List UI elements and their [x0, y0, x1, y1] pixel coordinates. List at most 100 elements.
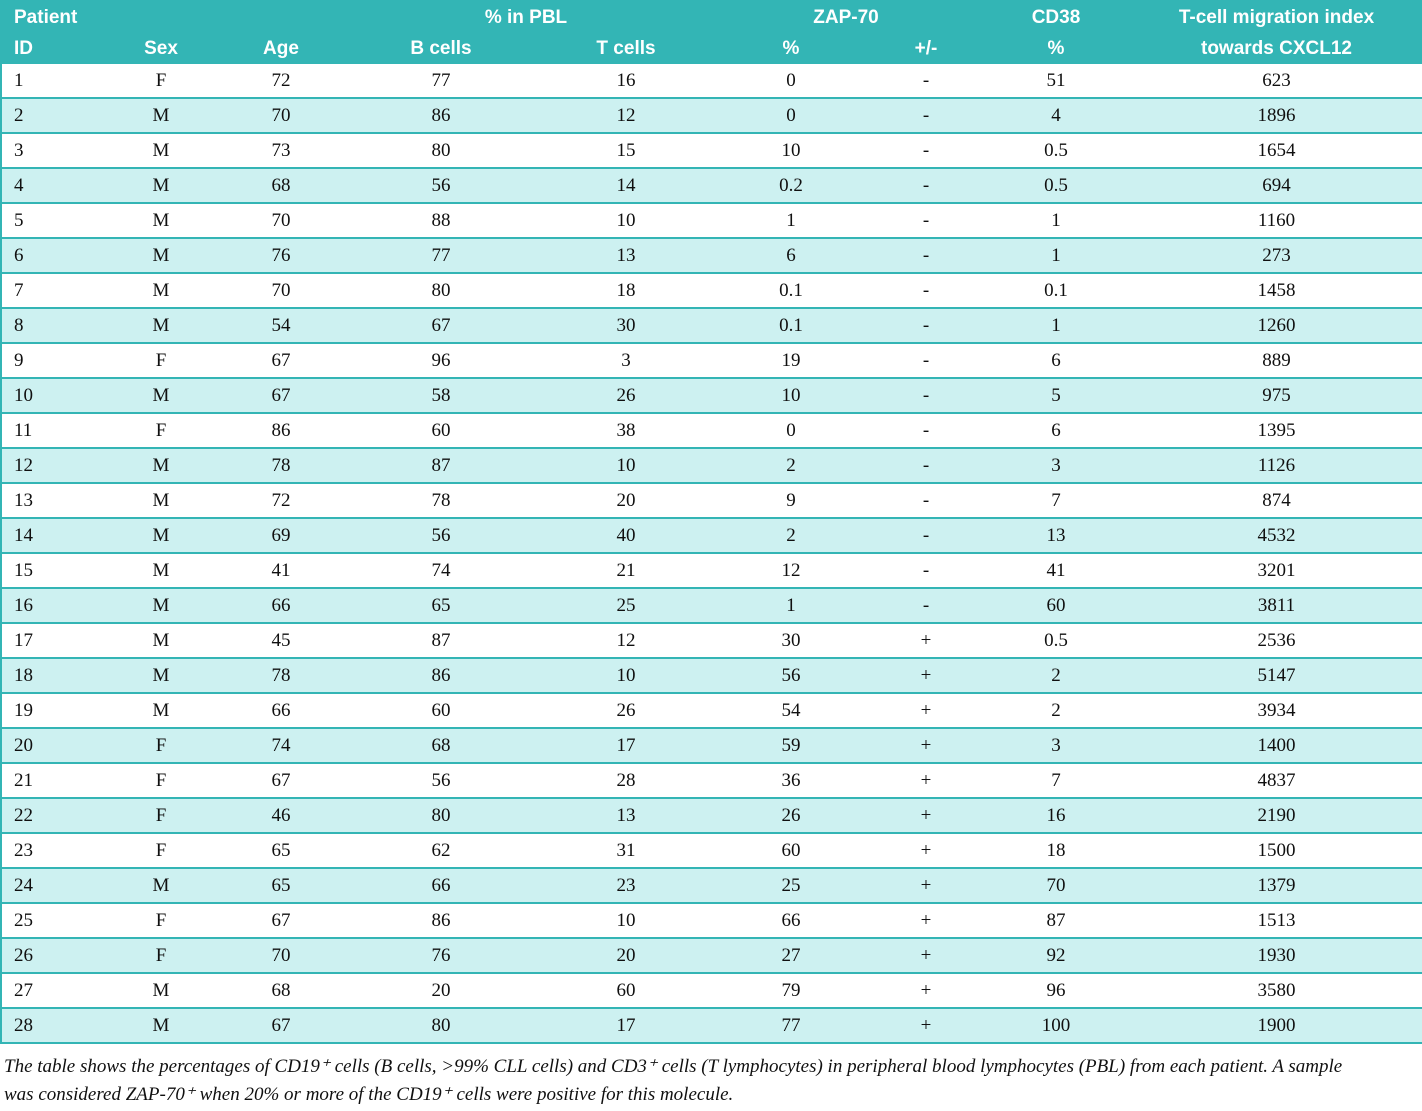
- cell-sex: M: [101, 273, 221, 309]
- cell-age: 67: [221, 378, 341, 414]
- cell-age: 76: [221, 238, 341, 274]
- header-pbl-group: % in PBL: [341, 1, 711, 33]
- cell-b-cells: 66: [341, 868, 541, 904]
- cell-age: 67: [221, 1008, 341, 1044]
- cell-migration-index: 1395: [1131, 413, 1422, 449]
- header-migration-index: T-cell migration index: [1131, 1, 1422, 33]
- cell-b-cells: 80: [341, 273, 541, 309]
- table-row: 20 F 74 68 17 59 + 3 1400: [1, 728, 1422, 764]
- cell-t-cells: 30: [541, 308, 711, 344]
- cell-zap70-sign: +: [871, 868, 981, 904]
- caption-line-2: was considered ZAP-70⁺ when 20% or more …: [4, 1083, 734, 1105]
- cell-t-cells: 60: [541, 973, 711, 1009]
- cell-t-cells: 10: [541, 658, 711, 694]
- table-row: 23 F 65 62 31 60 + 18 1500: [1, 833, 1422, 869]
- cell-b-cells: 65: [341, 588, 541, 624]
- cell-migration-index: 1930: [1131, 938, 1422, 974]
- cell-patient-id: 4: [1, 168, 101, 204]
- cell-t-cells: 26: [541, 693, 711, 729]
- cell-zap70-sign: -: [871, 378, 981, 414]
- cell-zap70-pct: 56: [711, 658, 871, 694]
- cell-patient-id: 28: [1, 1008, 101, 1044]
- cell-cd38-pct: 5: [981, 378, 1131, 414]
- table-row: 10 M 67 58 26 10 - 5 975: [1, 378, 1422, 414]
- cell-cd38-pct: 16: [981, 798, 1131, 834]
- cell-sex: M: [101, 308, 221, 344]
- cell-cd38-pct: 3: [981, 728, 1131, 764]
- cell-b-cells: 20: [341, 973, 541, 1009]
- header-cd38-pct: %: [981, 33, 1131, 64]
- cell-age: 66: [221, 588, 341, 624]
- cell-sex: F: [101, 833, 221, 869]
- cell-age: 41: [221, 553, 341, 589]
- cell-cd38-pct: 70: [981, 868, 1131, 904]
- cell-zap70-pct: 0: [711, 98, 871, 134]
- cell-zap70-pct: 2: [711, 448, 871, 484]
- cell-t-cells: 21: [541, 553, 711, 589]
- cell-zap70-sign: +: [871, 763, 981, 799]
- cell-sex: M: [101, 518, 221, 554]
- cell-zap70-pct: 60: [711, 833, 871, 869]
- cell-migration-index: 889: [1131, 343, 1422, 379]
- cell-cd38-pct: 18: [981, 833, 1131, 869]
- cell-cd38-pct: 41: [981, 553, 1131, 589]
- cell-patient-id: 2: [1, 98, 101, 134]
- cell-patient-id: 20: [1, 728, 101, 764]
- cell-migration-index: 1400: [1131, 728, 1422, 764]
- cell-age: 46: [221, 798, 341, 834]
- cell-migration-index: 1500: [1131, 833, 1422, 869]
- header-spacer-age: [221, 1, 341, 33]
- cell-sex: M: [101, 133, 221, 169]
- header-t-cells: T cells: [541, 33, 711, 64]
- cell-cd38-pct: 4: [981, 98, 1131, 134]
- cell-migration-index: 975: [1131, 378, 1422, 414]
- table-row: 13 M 72 78 20 9 - 7 874: [1, 483, 1422, 519]
- cell-b-cells: 62: [341, 833, 541, 869]
- cell-patient-id: 26: [1, 938, 101, 974]
- cell-t-cells: 17: [541, 728, 711, 764]
- cell-b-cells: 60: [341, 413, 541, 449]
- cell-t-cells: 15: [541, 133, 711, 169]
- cell-zap70-pct: 30: [711, 623, 871, 659]
- cell-t-cells: 12: [541, 623, 711, 659]
- cell-t-cells: 26: [541, 378, 711, 414]
- cell-zap70-sign: +: [871, 728, 981, 764]
- cell-zap70-pct: 59: [711, 728, 871, 764]
- cell-patient-id: 16: [1, 588, 101, 624]
- cell-cd38-pct: 92: [981, 938, 1131, 974]
- cell-age: 70: [221, 938, 341, 974]
- cell-age: 66: [221, 693, 341, 729]
- table-row: 12 M 78 87 10 2 - 3 1126: [1, 448, 1422, 484]
- cell-zap70-pct: 0: [711, 413, 871, 449]
- cell-zap70-sign: -: [871, 308, 981, 344]
- cell-zap70-sign: -: [871, 273, 981, 309]
- cell-migration-index: 1458: [1131, 273, 1422, 309]
- table-row: 25 F 67 86 10 66 + 87 1513: [1, 903, 1422, 939]
- cell-zap70-pct: 54: [711, 693, 871, 729]
- cell-patient-id: 13: [1, 483, 101, 519]
- cell-zap70-pct: 27: [711, 938, 871, 974]
- cell-sex: F: [101, 413, 221, 449]
- cell-zap70-sign: -: [871, 588, 981, 624]
- header-b-cells: B cells: [341, 33, 541, 64]
- cell-cd38-pct: 0.1: [981, 273, 1131, 309]
- cell-sex: M: [101, 203, 221, 239]
- cell-t-cells: 40: [541, 518, 711, 554]
- cell-zap70-pct: 25: [711, 868, 871, 904]
- cell-migration-index: 1896: [1131, 98, 1422, 134]
- cell-b-cells: 86: [341, 658, 541, 694]
- cell-zap70-pct: 6: [711, 238, 871, 274]
- cell-zap70-pct: 1: [711, 203, 871, 239]
- cell-sex: F: [101, 763, 221, 799]
- header-spacer-sex: [101, 1, 221, 33]
- cell-cd38-pct: 0.5: [981, 133, 1131, 169]
- cell-age: 45: [221, 623, 341, 659]
- cell-zap70-pct: 2: [711, 518, 871, 554]
- cell-cd38-pct: 87: [981, 903, 1131, 939]
- cell-age: 70: [221, 273, 341, 309]
- table-row: 22 F 46 80 13 26 + 16 2190: [1, 798, 1422, 834]
- cell-b-cells: 56: [341, 518, 541, 554]
- cell-b-cells: 77: [341, 64, 541, 99]
- cell-age: 67: [221, 763, 341, 799]
